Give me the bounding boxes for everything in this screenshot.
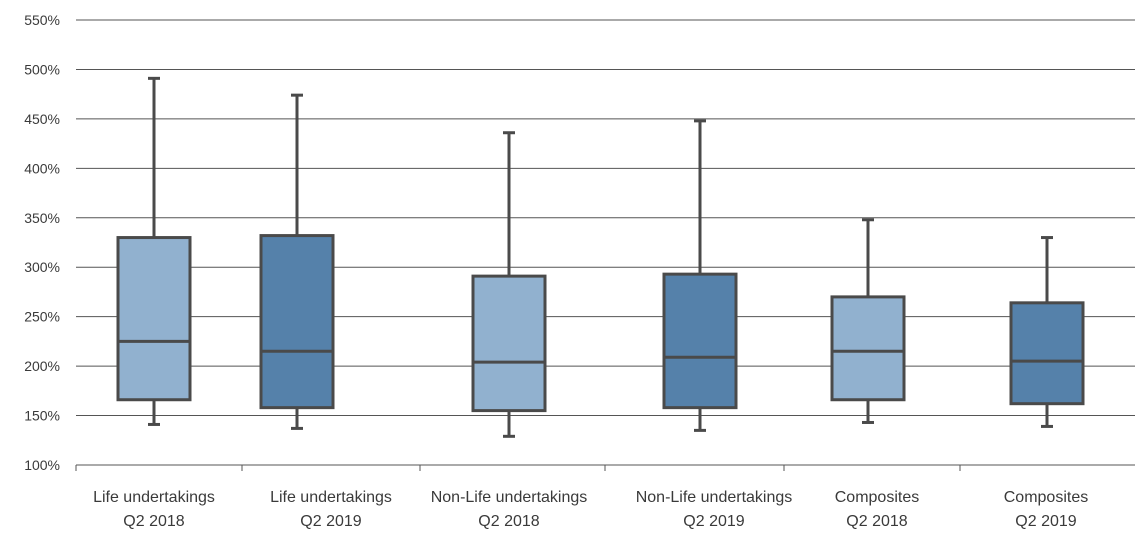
box-plot-item xyxy=(259,93,335,430)
y-tick-label: 400% xyxy=(24,160,60,176)
box-plot-item xyxy=(662,119,738,432)
box xyxy=(830,295,906,402)
box-plot-item xyxy=(471,131,547,438)
x-category-label: Non-Life undertakings Q2 2018 xyxy=(431,489,588,530)
x-category-label: Non-Life undertakings Q2 2019 xyxy=(636,489,793,530)
x-axis xyxy=(75,464,1135,471)
y-tick-label: 500% xyxy=(24,61,60,77)
x-category-label: Life undertakings Q2 2018 xyxy=(93,489,215,530)
box-plot-item xyxy=(116,76,192,426)
y-tick-label: 250% xyxy=(24,309,60,325)
x-category-label: Composites Q2 2019 xyxy=(1004,489,1088,530)
y-tick-label: 200% xyxy=(24,358,60,374)
y-tick-label: 550% xyxy=(24,12,60,28)
y-tick-label: 300% xyxy=(24,259,60,275)
box-plot-item xyxy=(830,218,906,424)
y-tick-label: 150% xyxy=(24,408,60,424)
x-category-label: Composites Q2 2018 xyxy=(835,489,919,530)
y-tick-label: 100% xyxy=(24,457,60,473)
box xyxy=(662,272,738,410)
x-category-label: Life undertakings Q2 2019 xyxy=(270,489,392,530)
box-plot-item xyxy=(1009,236,1085,428)
box xyxy=(1009,301,1085,406)
box xyxy=(471,274,547,413)
gridlines xyxy=(76,19,1135,417)
x-axis-category-labels: Life undertakings Q2 2018 Life undertaking… xyxy=(93,489,1088,530)
box xyxy=(259,234,335,410)
y-tick-label: 450% xyxy=(24,111,60,127)
y-axis-tick-labels: 100% 150% 200% 250% 300% 350% 400% 450% 500% 550% xyxy=(24,12,60,473)
y-tick-label: 350% xyxy=(24,210,60,226)
box xyxy=(116,236,192,402)
boxes xyxy=(116,76,1085,438)
